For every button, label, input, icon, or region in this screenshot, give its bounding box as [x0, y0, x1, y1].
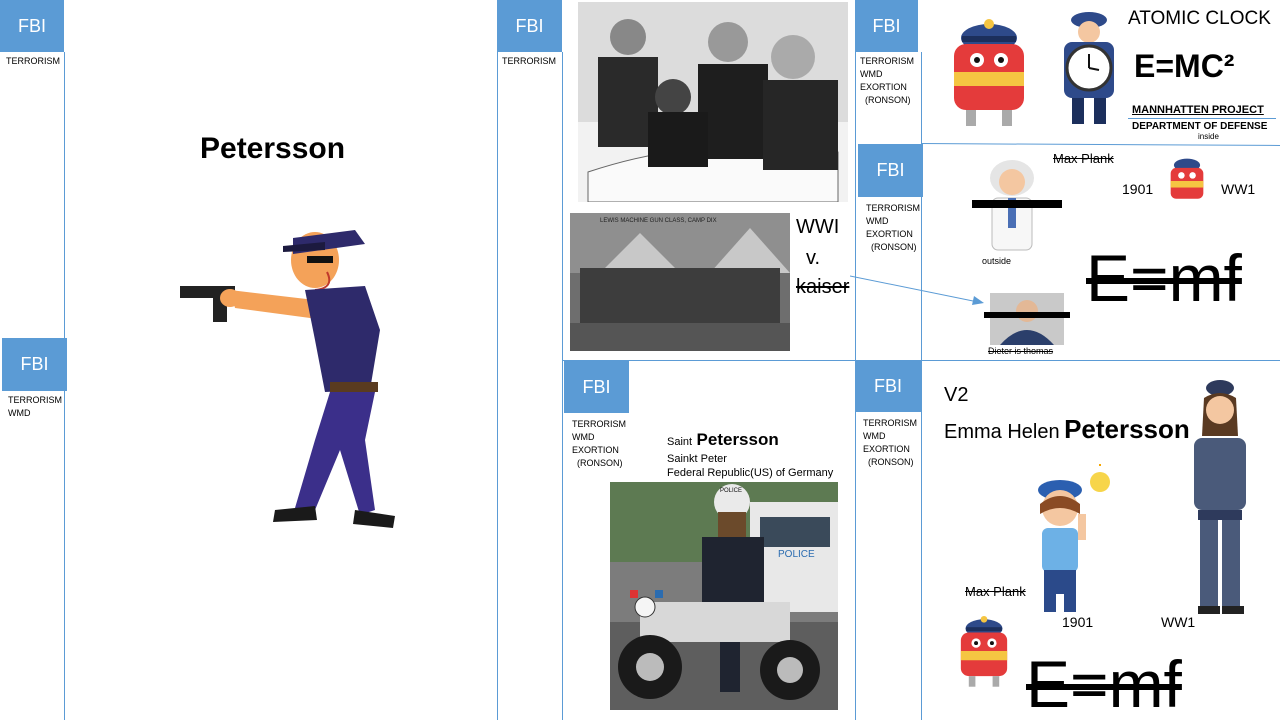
divider-line: [921, 52, 922, 720]
emma-first: Emma Helen: [944, 421, 1060, 443]
car-text: POLICE: [778, 549, 815, 560]
divider-line: [497, 0, 498, 720]
police-officer-illustration: [180, 230, 395, 528]
fbi-badge: FBI: [855, 360, 921, 412]
republic-label: Federal Republic(US) of Germany: [667, 467, 834, 479]
manhattan-project-label: MANNHATTEN PROJECT: [1132, 104, 1264, 116]
police-girl-illustration: [1038, 464, 1110, 612]
case-tags: TERRORISM: [6, 56, 60, 66]
arrow-connector: [850, 275, 984, 305]
bomb-mascot-icon: [1170, 158, 1204, 199]
year-label: 1901: [1062, 614, 1094, 630]
fbi-badge: FBI: [497, 0, 562, 52]
year-label: 1901: [1122, 181, 1154, 197]
v2-label: V2: [944, 384, 969, 406]
emma-line: Emma Helen Petersson: [944, 414, 1190, 445]
fbi-badge: FBI: [0, 0, 64, 52]
fbi-badge: FBI: [564, 361, 629, 413]
ww1-label: WW1: [1161, 614, 1196, 630]
fbi-badge: FBI: [855, 0, 918, 52]
case-tags: TERRORISM WMD: [8, 395, 62, 418]
defense-label: DEPARTMENT OF DEFENSE: [1132, 121, 1268, 132]
wwi-label: WWI: [796, 216, 840, 238]
redaction-bar: [972, 200, 1062, 208]
case-tags: TERRORISM WMD EXORTION (RONSON): [860, 56, 914, 105]
dieter-label: Dieter is thomas: [988, 346, 1054, 356]
saint-line: Saint Petersson: [667, 430, 779, 450]
police-motorcycle-photo: POLICE POLICE: [610, 482, 838, 710]
ww1-label: WW1: [1221, 181, 1256, 197]
fbi-badge: FBI: [858, 144, 923, 197]
portrait-photo: [990, 293, 1064, 345]
bomb-mascot-icon: [954, 19, 1024, 126]
max-plank-label: Max Plank: [965, 584, 1026, 599]
fbi-badge: FBI: [2, 338, 67, 391]
bomb-mascot-icon: [960, 615, 1008, 687]
historic-photo-soldiers: LEWIS MACHINE GUN CLASS, CAMP DIX: [570, 213, 790, 351]
helmet-text: POLICE: [720, 488, 742, 494]
divider-line: [562, 360, 1280, 361]
case-tags: TERRORISM WMD EXORTION (RONSON): [863, 418, 917, 467]
redaction-bar: [984, 312, 1070, 318]
scientist-illustration: [990, 160, 1034, 251]
emf-formula: E=mf: [1086, 241, 1242, 315]
photo-caption: LEWIS MACHINE GUN CLASS, CAMP DIX: [600, 218, 717, 224]
case-tags: TERRORISM: [502, 56, 556, 66]
inside-label: inside: [1198, 132, 1219, 141]
max-plank-label: Max Plank: [1053, 151, 1114, 166]
emc2-formula: E=MC²: [1134, 48, 1235, 84]
person-name: Petersson: [200, 132, 346, 165]
versus-label: v.: [806, 247, 821, 269]
saint-prefix: Saint: [667, 436, 693, 448]
emf-formula: E=mf: [1026, 647, 1182, 721]
divider-line: [920, 143, 1280, 146]
atomic-clock-label: ATOMIC CLOCK: [1128, 8, 1271, 29]
historic-photo-motorcade: [578, 2, 848, 202]
outside-label: outside: [982, 256, 1012, 266]
clock-officer-icon: [1064, 12, 1114, 124]
case-tags: TERRORISM WMD EXORTION (RONSON): [572, 419, 626, 468]
sainkt-peter: Sainkt Peter: [667, 453, 727, 465]
underline-rule: [1128, 118, 1276, 119]
kaiser-label: kaiser: [796, 276, 850, 298]
emma-last: Petersson: [1064, 414, 1190, 444]
policewoman-illustration: [1194, 380, 1246, 614]
divider-line: [562, 52, 563, 720]
saint-name: Petersson: [696, 430, 779, 449]
case-tags: TERRORISM WMD EXORTION (RONSON): [866, 203, 920, 252]
